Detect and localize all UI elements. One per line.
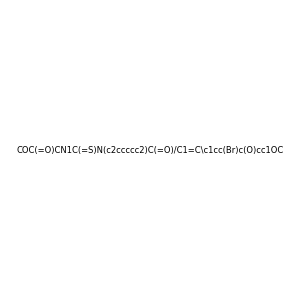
Text: COC(=O)CN1C(=S)N(c2ccccc2)C(=O)/C1=C\c1cc(Br)c(O)cc1OC: COC(=O)CN1C(=S)N(c2ccccc2)C(=O)/C1=C\c1c… <box>16 146 283 154</box>
